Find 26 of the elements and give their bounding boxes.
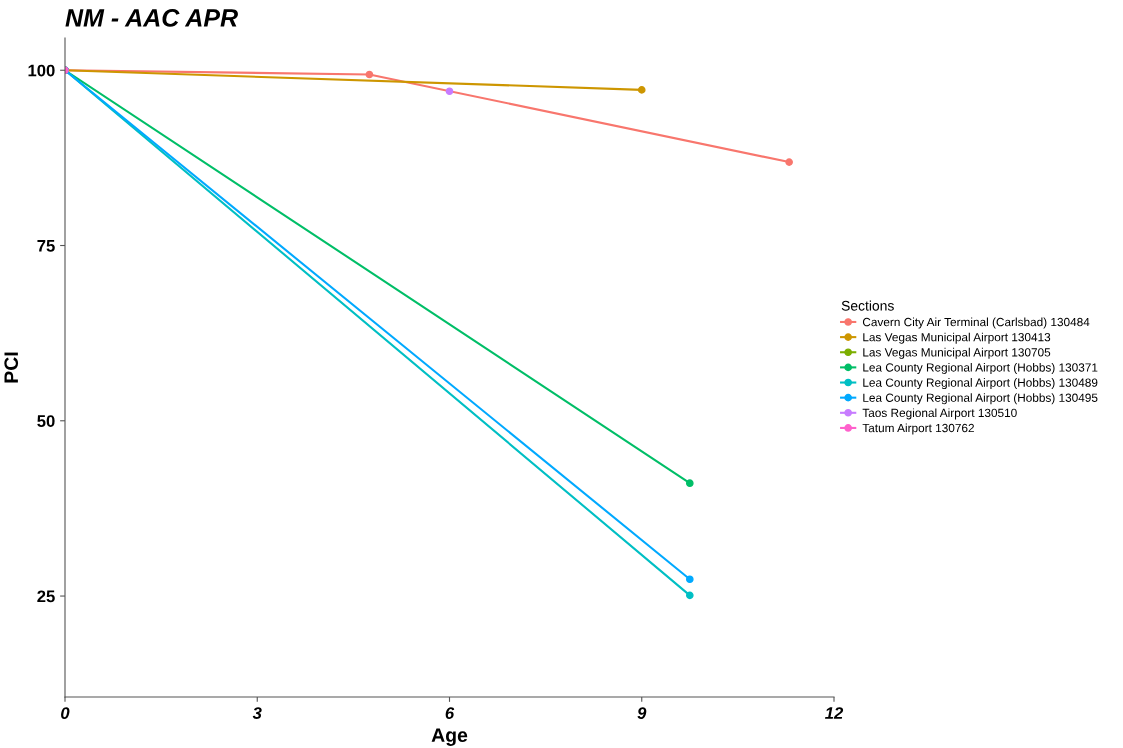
- point: [685, 575, 694, 584]
- point: [637, 86, 646, 94]
- legend-label: Las Vegas Municipal Airport 130413: [863, 332, 1051, 344]
- x-axis-title: Age: [431, 728, 468, 746]
- x-tick-label: 9: [637, 707, 647, 719]
- chart-title: NM - AAC APR: [65, 9, 238, 27]
- legend-label: Lea County Regional Airport (Hobbs) 130489: [863, 378, 1098, 390]
- x-tick-label: 0: [61, 707, 70, 719]
- legend-label: Taos Regional Airport 130510: [862, 408, 1017, 420]
- legend-label: Lea County Regional Airport (Hobbs) 130495: [863, 393, 1098, 405]
- point: [685, 591, 694, 600]
- legend-title: Sections: [841, 300, 894, 311]
- legend-label: Lea County Regional Airport (Hobbs) 130371: [863, 362, 1098, 374]
- point: [365, 70, 374, 79]
- y-tick-label: 75: [37, 240, 55, 252]
- y-axis-title: PCI: [4, 352, 19, 383]
- y-tick-label: 100: [28, 64, 55, 77]
- y-tick-label: 50: [37, 415, 55, 427]
- point: [785, 158, 793, 166]
- legend-label: Cavern City Air Terminal (Carlsbad) 130484: [862, 317, 1090, 329]
- x-tick-label: 12: [825, 707, 844, 719]
- legend-label: Las Vegas Municipal Airport 130705: [863, 347, 1051, 359]
- legend-label: Tatum Airport 130762: [862, 423, 974, 435]
- x-tick-label: 6: [445, 707, 455, 719]
- y-tick-label: 25: [37, 590, 55, 603]
- x-tick-label: 3: [252, 707, 262, 719]
